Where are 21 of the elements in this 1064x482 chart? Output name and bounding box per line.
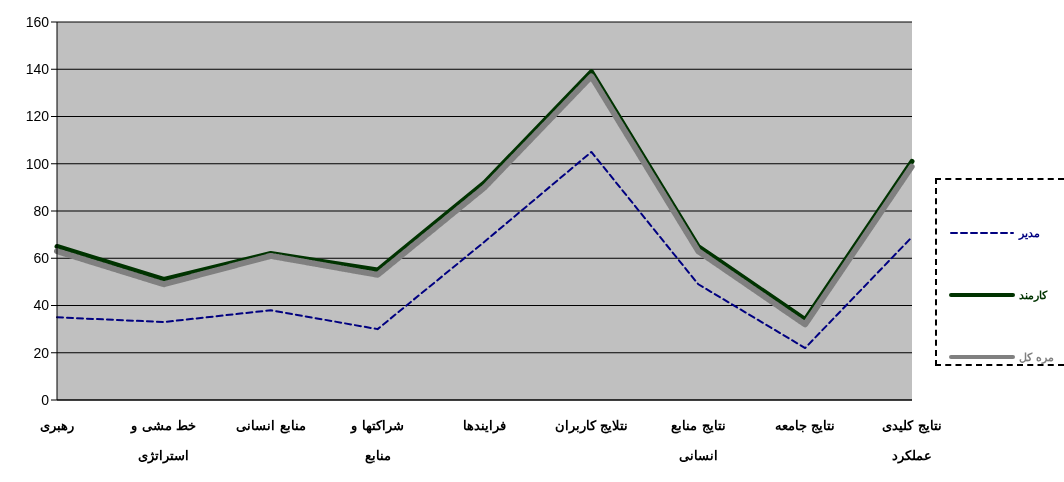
y-tick-label: 0 xyxy=(41,391,50,408)
x-tick-label: نتایج کلیدی عملکرد xyxy=(882,418,942,464)
x-tick-label: فرایندها xyxy=(463,418,506,434)
x-tick-label: نتلایج کاربران xyxy=(554,418,629,434)
y-tick-label: 60 xyxy=(33,250,50,267)
x-tick-label: شراکتها و منابع xyxy=(350,418,404,464)
y-tick-label: 120 xyxy=(25,108,50,125)
text: کارمند xyxy=(1019,288,1047,302)
x-tick-label: خط مشی و استراتژی xyxy=(130,418,197,464)
y-tick-label: 80 xyxy=(33,202,50,219)
y-tick-label: 140 xyxy=(25,61,50,78)
y-tick-label: 40 xyxy=(33,297,50,314)
y-tick-label: 160 xyxy=(25,13,50,30)
text: مره کل xyxy=(1019,350,1054,364)
y-tick-label: 20 xyxy=(33,344,50,361)
x-tick-label: رهبری xyxy=(40,418,74,434)
x-tick-label: نتایج جامعه xyxy=(774,418,836,434)
text: مدیر xyxy=(1019,226,1040,240)
x-tick-label: نتایج منابع انسانی xyxy=(670,418,726,463)
y-tick-label: 100 xyxy=(25,155,50,172)
x-tick-label: منابع انسانی xyxy=(235,418,306,434)
